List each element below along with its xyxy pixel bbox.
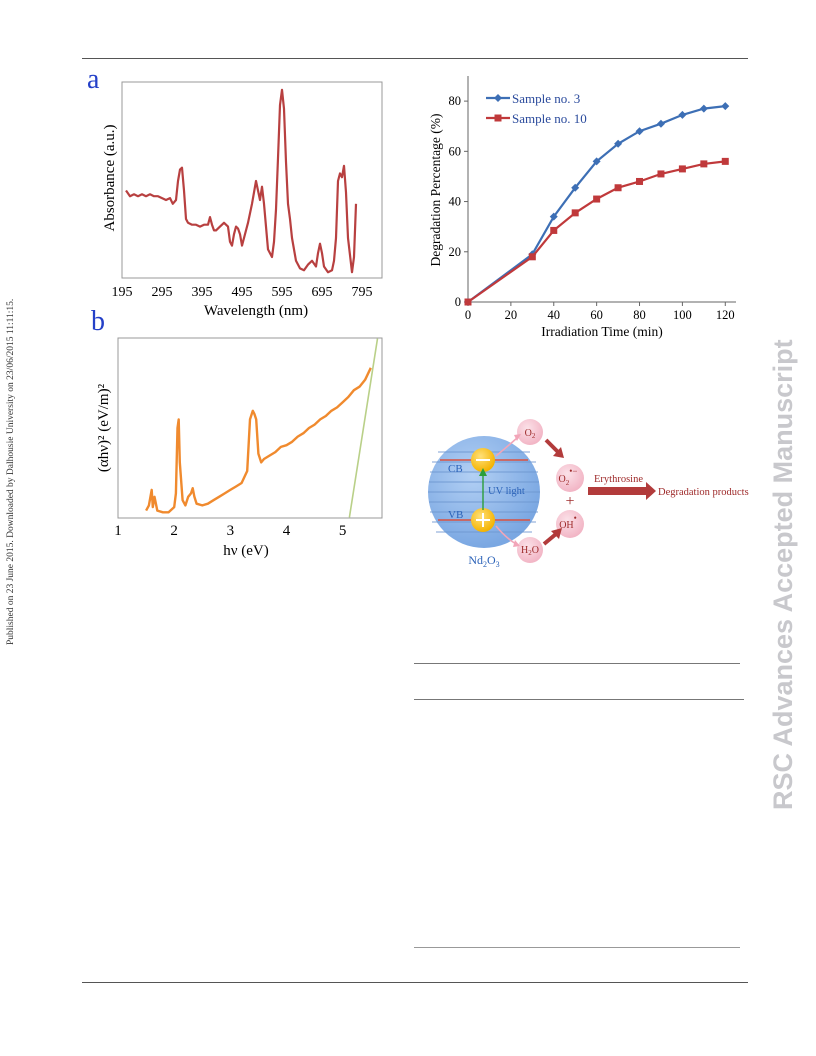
- h2o-label: H2O: [521, 545, 539, 557]
- degradation-point-sample3: [614, 139, 623, 148]
- uv-arrow-head-icon: [479, 468, 487, 476]
- degradation-reaction-arrow-icon: [588, 482, 656, 500]
- degradation-series-line: [467, 105, 726, 303]
- footer-rule: [82, 982, 748, 983]
- degradation-point-sample3: [721, 102, 730, 111]
- absorbance-chart: 195 295 395 495 595 695 795 Wavelength (nm) Ab…: [102, 81, 383, 319]
- degradation-x-tick-label: 100: [673, 308, 692, 322]
- erythrosine-label: Erythrosine: [594, 474, 643, 485]
- degradation-y-tick-label: 60: [449, 144, 462, 158]
- tauc-x-axis-label: hν (eV): [223, 543, 269, 559]
- tauc-x-tick-label: 1: [114, 523, 122, 539]
- degradation-x-axis-label: Irradiation Time (min): [541, 324, 663, 339]
- degradation-point-sample3: [571, 183, 580, 192]
- degradation-point-sample3: [592, 157, 601, 166]
- degradation-point-sample10: [550, 226, 558, 234]
- o2-capture-arrow-icon: [495, 437, 518, 457]
- degradation-x-tick-label: 120: [716, 308, 735, 322]
- degradation-y-tick-label: 20: [449, 245, 462, 259]
- absorbance-x-tick-label: 195: [112, 285, 133, 300]
- plus-sign: +: [565, 493, 574, 510]
- hydroxyl-bubble: [556, 510, 584, 538]
- degradation-x-tick-label: 0: [465, 308, 471, 322]
- hole-plus-icon: [476, 513, 490, 527]
- degradation-point-sample3: [549, 212, 558, 221]
- degradation-products-label: Degradation products: [658, 487, 749, 498]
- manuscript-watermark: RSC Advances Accepted Manuscript: [768, 240, 808, 810]
- o2-to-radical-arrow-icon: [544, 438, 564, 458]
- absorbance-x-tick-label: 295: [152, 285, 173, 300]
- absorbance-x-tick-label: 495: [232, 285, 253, 300]
- degradation-x-tick-label: 80: [633, 308, 646, 322]
- degradation-chart: 0 20 40 60 80 100 120 0 20 40 60 80 Sample no. 3 Sam…: [428, 76, 736, 339]
- degradation-y-axis-label: Degradation Percentage (%): [428, 114, 443, 267]
- header-rule: [82, 58, 748, 59]
- absorbance-series-line: [125, 88, 358, 274]
- absorbance-x-tick-label: 595: [272, 285, 293, 300]
- degradation-point-sample10: [528, 253, 536, 261]
- uv-light-label: UV light: [488, 486, 525, 497]
- degradation-series-line: [467, 160, 726, 303]
- degradation-point-sample10: [721, 157, 729, 165]
- degradation-point-sample10: [700, 160, 708, 168]
- absorbance-x-tick-label: 795: [352, 285, 373, 300]
- degradation-y-tick-label: 80: [449, 94, 462, 108]
- table-rule-bottom: [414, 947, 740, 948]
- degradation-x-tick-label: 60: [590, 308, 603, 322]
- tauc-chart: 1 2 3 4 5 hν (eV) (αhν)² (eV/m)²: [96, 337, 383, 559]
- vb-label: VB: [448, 509, 463, 521]
- degradation-point-sample10: [614, 184, 622, 192]
- degradation-point-sample3: [678, 110, 687, 119]
- degradation-y-tick-label: 40: [449, 195, 462, 209]
- photocatalysis-scheme: CB VB UV light Nd2O3 O2 O2•− + OH• H2O E…: [428, 419, 749, 569]
- degradation-point-sample10: [571, 209, 579, 217]
- cb-label: CB: [448, 463, 463, 475]
- degradation-point-sample3: [635, 127, 644, 136]
- legend-label: Sample no. 3: [512, 91, 580, 106]
- tauc-x-tick-label: 5: [339, 523, 347, 539]
- degradation-point-sample10: [593, 195, 601, 203]
- degradation-point-sample10: [657, 170, 665, 178]
- degradation-point-sample10: [636, 177, 644, 185]
- tauc-plot-frame: [117, 337, 383, 519]
- catalyst-label: Nd2O3: [468, 553, 499, 569]
- tauc-x-tick-label: 4: [283, 523, 291, 539]
- degradation-x-tick-label: 40: [548, 308, 561, 322]
- absorbance-x-axis-label: Wavelength (nm): [204, 303, 308, 319]
- absorbance-y-axis-label: Absorbance (a.u.): [102, 124, 118, 231]
- tauc-series-line: [145, 367, 372, 514]
- publication-note-text: Published on 23 June 2015. Downloaded by…: [6, 298, 16, 645]
- absorbance-x-tick-label: 695: [312, 285, 333, 300]
- legend-label: Sample no. 10: [512, 111, 587, 126]
- h2o-arrow-head-icon: [513, 540, 520, 547]
- absorbance-x-tick-label: 395: [192, 285, 213, 300]
- o2-label: O2: [525, 428, 536, 440]
- degradation-point-sample3: [699, 104, 708, 113]
- tauc-y-axis-label: (αhν)² (eV/m)²: [96, 383, 112, 472]
- degradation-y-tick-label: 0: [455, 295, 461, 309]
- tauc-fit-line: [348, 338, 379, 518]
- degradation-x-tick-label: 20: [505, 308, 518, 322]
- table-rule-top: [414, 663, 740, 664]
- superoxide-bubble: [556, 464, 584, 492]
- panel-label-b: b: [91, 306, 105, 337]
- publication-note: Published on 23 June 2015. Downloaded by…: [6, 245, 22, 645]
- tauc-x-tick-label: 2: [170, 523, 178, 539]
- h2o-bubble: [517, 537, 543, 563]
- legend-marker-square: [494, 114, 502, 122]
- o2-arrow-head-icon: [514, 434, 521, 441]
- panel-label-a: a: [87, 64, 100, 95]
- manuscript-watermark-text: RSC Advances Accepted Manuscript: [768, 339, 798, 810]
- absorbance-plot-frame: [121, 81, 383, 279]
- o2-bubble: [517, 419, 543, 445]
- tauc-x-tick-label: 3: [227, 523, 235, 539]
- legend-marker-diamond: [494, 94, 502, 102]
- h2o-to-radical-arrow-icon: [542, 528, 562, 546]
- degradation-point-sample10: [678, 165, 686, 173]
- degradation-point-sample3: [656, 119, 665, 128]
- degradation-point-sample10: [464, 298, 472, 306]
- table-rule-mid: [414, 699, 744, 700]
